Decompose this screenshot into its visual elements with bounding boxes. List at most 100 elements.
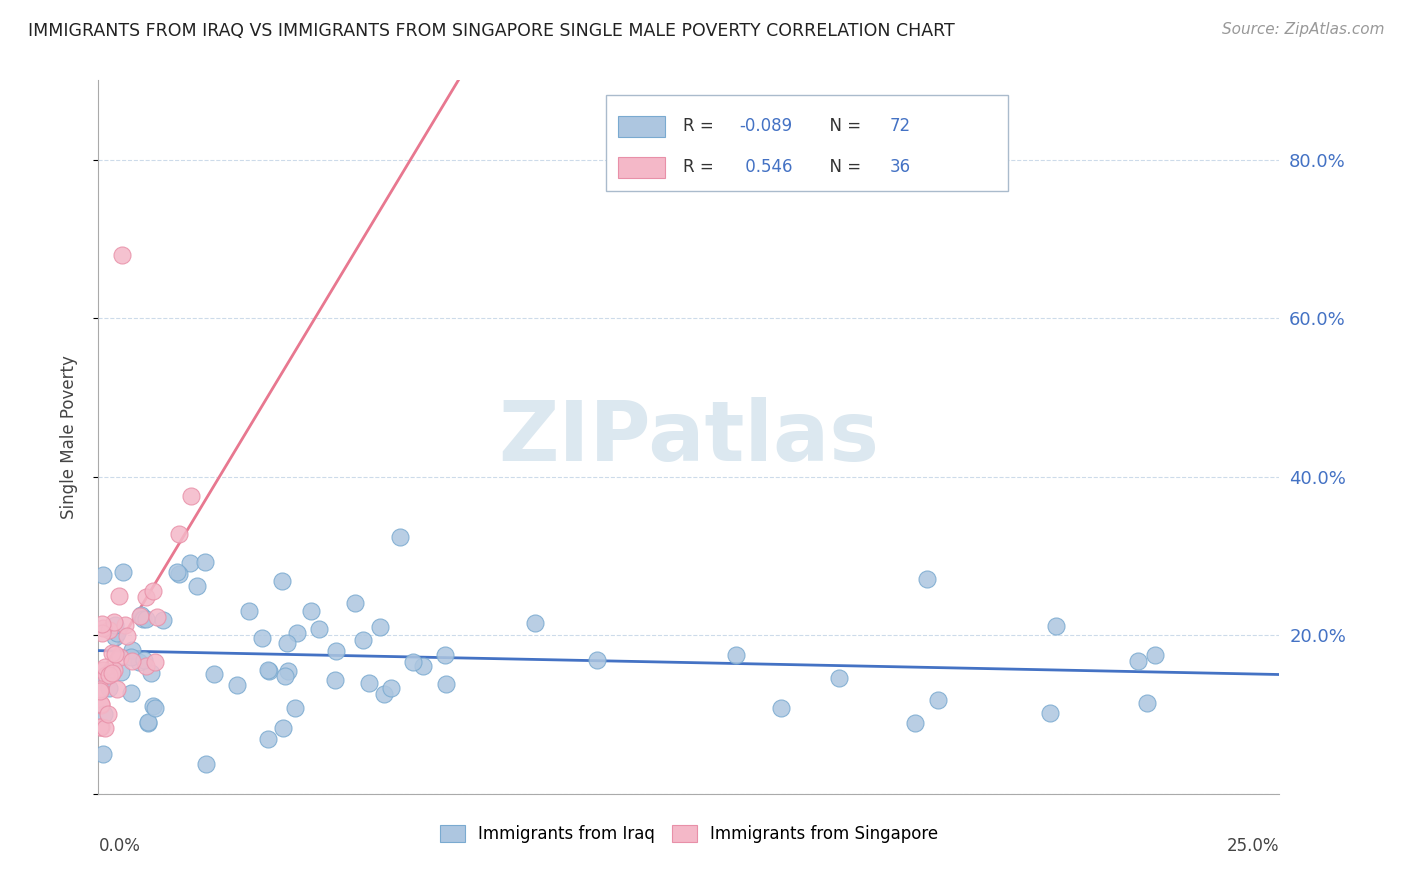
Legend: Immigrants from Iraq, Immigrants from Singapore: Immigrants from Iraq, Immigrants from Si… bbox=[433, 818, 945, 850]
Point bbox=[94, 668, 117, 682]
Point bbox=[287, 626, 309, 640]
Point bbox=[93, 669, 115, 683]
Point bbox=[308, 622, 330, 636]
Point bbox=[271, 721, 294, 735]
Text: 36: 36 bbox=[890, 159, 911, 177]
Point bbox=[523, 615, 546, 630]
Text: R =: R = bbox=[683, 118, 718, 136]
Point bbox=[89, 683, 111, 698]
Point bbox=[135, 590, 157, 604]
Point bbox=[167, 526, 190, 541]
Point bbox=[299, 604, 322, 618]
Point bbox=[142, 698, 165, 713]
Point bbox=[180, 489, 202, 503]
Point bbox=[111, 566, 134, 580]
Point bbox=[104, 618, 127, 632]
Bar bbox=[619, 157, 665, 178]
Point bbox=[402, 655, 425, 669]
Point bbox=[89, 720, 111, 734]
Point bbox=[114, 618, 136, 632]
Point bbox=[98, 623, 121, 637]
Point bbox=[115, 629, 138, 643]
Point bbox=[252, 632, 274, 646]
Point bbox=[1039, 706, 1062, 721]
Point bbox=[105, 625, 128, 640]
Point bbox=[129, 608, 152, 623]
Point bbox=[91, 663, 114, 677]
Point bbox=[96, 707, 118, 722]
FancyBboxPatch shape bbox=[606, 95, 1008, 191]
Point bbox=[107, 589, 129, 603]
Point bbox=[274, 669, 297, 683]
Point bbox=[139, 666, 162, 681]
Point bbox=[136, 715, 159, 730]
Point bbox=[91, 568, 114, 582]
Point bbox=[120, 649, 142, 664]
Point bbox=[89, 681, 111, 696]
Point bbox=[352, 633, 374, 648]
Point bbox=[257, 732, 280, 747]
Point bbox=[90, 616, 112, 631]
Point bbox=[238, 604, 260, 618]
Point bbox=[368, 620, 391, 634]
Y-axis label: Single Male Poverty: Single Male Poverty bbox=[59, 355, 77, 519]
Point bbox=[97, 681, 120, 695]
Point bbox=[129, 608, 152, 623]
Point bbox=[103, 615, 125, 629]
Point bbox=[927, 693, 949, 707]
Point bbox=[94, 721, 117, 735]
Point bbox=[1128, 654, 1150, 668]
Point bbox=[121, 643, 143, 657]
Point bbox=[276, 636, 298, 650]
Point bbox=[388, 530, 411, 544]
Point bbox=[257, 663, 280, 677]
Point bbox=[277, 664, 299, 678]
Point bbox=[120, 686, 142, 700]
Point bbox=[90, 720, 112, 734]
Point bbox=[94, 660, 117, 674]
Point bbox=[97, 668, 120, 682]
Point bbox=[725, 648, 748, 663]
Point bbox=[226, 678, 249, 692]
Text: 72: 72 bbox=[890, 118, 911, 136]
Point bbox=[128, 655, 150, 669]
Point bbox=[1045, 618, 1067, 632]
Point bbox=[101, 665, 124, 680]
Text: N =: N = bbox=[818, 118, 866, 136]
Point bbox=[103, 647, 125, 661]
Point bbox=[257, 664, 280, 678]
Point bbox=[167, 567, 190, 582]
Point bbox=[152, 614, 174, 628]
Text: 0.546: 0.546 bbox=[740, 159, 792, 177]
Point bbox=[91, 747, 114, 761]
Point bbox=[202, 666, 225, 681]
Point bbox=[284, 701, 307, 715]
Text: -0.089: -0.089 bbox=[740, 118, 793, 136]
Point bbox=[103, 663, 125, 677]
Point bbox=[412, 659, 434, 673]
Point bbox=[136, 714, 159, 729]
Point bbox=[93, 706, 115, 721]
Point bbox=[111, 248, 134, 262]
Point bbox=[110, 665, 132, 680]
Point bbox=[434, 677, 457, 691]
Point bbox=[100, 646, 122, 660]
Point bbox=[142, 583, 165, 598]
Point bbox=[108, 649, 131, 664]
Point bbox=[143, 655, 166, 669]
Point bbox=[271, 574, 294, 588]
Text: IMMIGRANTS FROM IRAQ VS IMMIGRANTS FROM SINGAPORE SINGLE MALE POVERTY CORRELATIO: IMMIGRANTS FROM IRAQ VS IMMIGRANTS FROM … bbox=[28, 22, 955, 40]
Point bbox=[194, 756, 217, 771]
Text: ZIPatlas: ZIPatlas bbox=[499, 397, 879, 477]
Point bbox=[90, 697, 112, 711]
Point bbox=[1144, 648, 1167, 662]
Point bbox=[121, 653, 143, 667]
Point bbox=[179, 556, 201, 570]
Point bbox=[323, 673, 346, 687]
Point bbox=[769, 701, 792, 715]
Bar bbox=[619, 116, 665, 137]
Text: Source: ZipAtlas.com: Source: ZipAtlas.com bbox=[1222, 22, 1385, 37]
Point bbox=[104, 630, 127, 644]
Point bbox=[166, 565, 188, 579]
Point bbox=[90, 698, 112, 713]
